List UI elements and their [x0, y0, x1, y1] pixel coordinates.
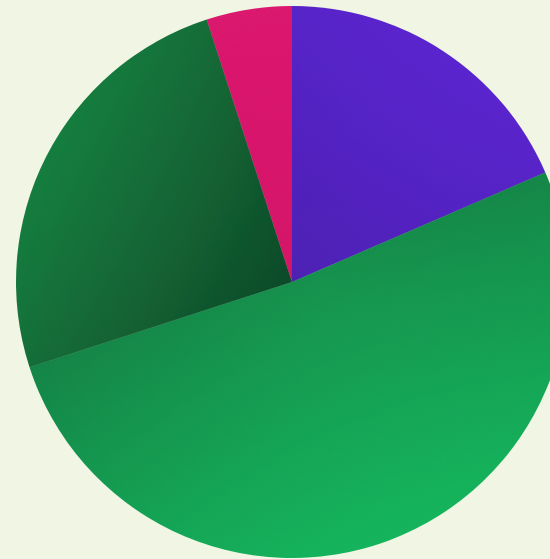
pie-shading [16, 6, 550, 558]
